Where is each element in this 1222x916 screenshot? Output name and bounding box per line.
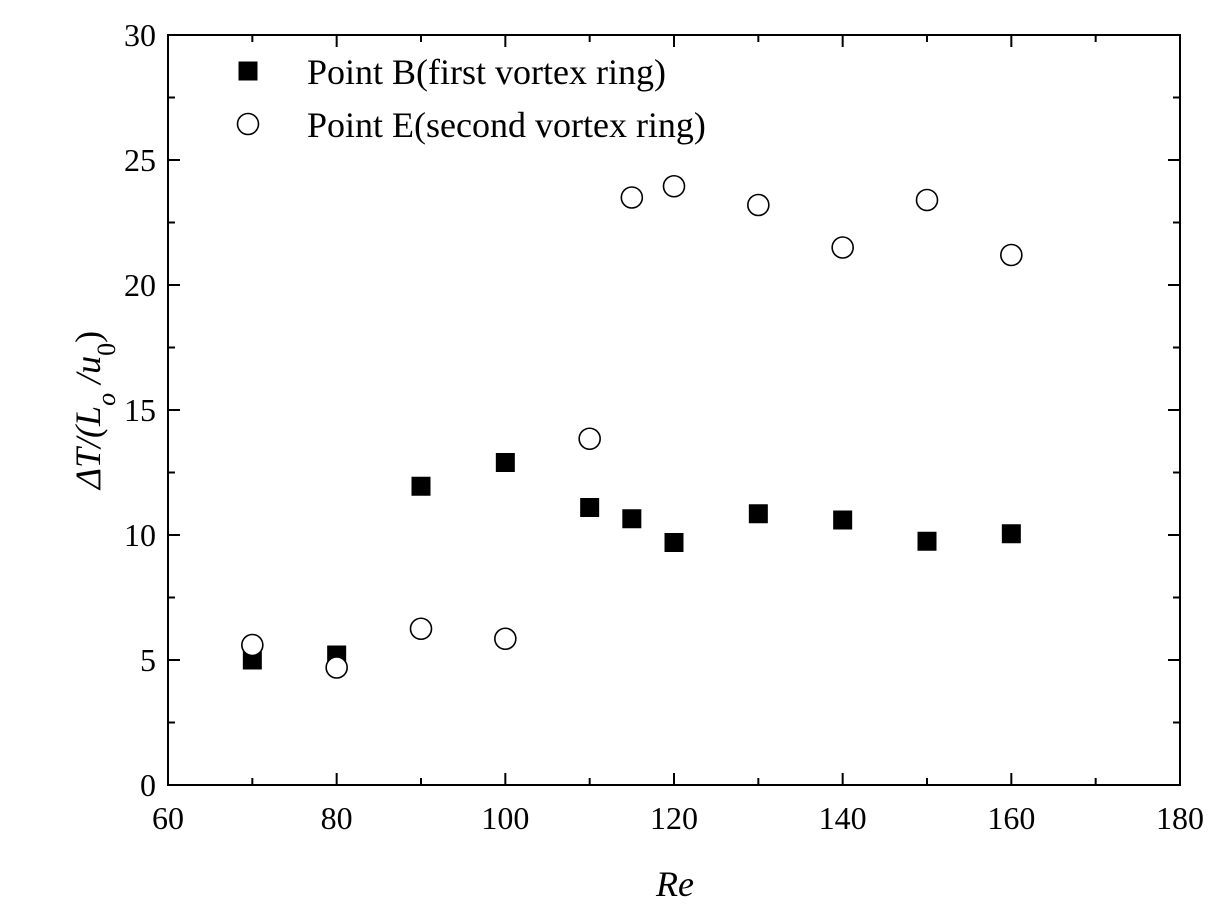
data-point: [1001, 524, 1021, 544]
data-point: [917, 531, 937, 551]
data-point: [578, 427, 601, 451]
y-tick-label: 0: [140, 767, 156, 803]
data-point: [495, 453, 515, 472]
x-tick-label: 160: [987, 800, 1035, 836]
axes: [167, 34, 1181, 786]
legend-marker: [236, 112, 260, 136]
x-tick-label: 120: [650, 800, 698, 836]
series-2: [241, 174, 1023, 679]
x-axis-title: Re: [655, 864, 694, 904]
x-tick-label: 100: [481, 800, 529, 836]
data-point: [622, 509, 642, 529]
data-marks: [241, 174, 1023, 679]
y-tick-label: 20: [124, 267, 156, 303]
legend-label: Point E(second vortex ring): [307, 105, 706, 145]
y-axis-title: ΔT/(Lo /u0): [68, 331, 121, 491]
data-point: [494, 627, 517, 651]
legend-marker: [238, 61, 258, 81]
x-tick-label: 60: [152, 800, 184, 836]
data-point: [915, 188, 939, 212]
y-tick-label: 5: [140, 642, 156, 678]
x-tick-label: 180: [1156, 800, 1204, 836]
series-1: [242, 453, 1021, 670]
data-point: [580, 498, 600, 517]
y-axis-title-sub1: o: [92, 393, 121, 406]
data-point: [664, 533, 684, 552]
ticks: 60 80 100 120 140 160 180 0 5 10 15 20 25 30: [124, 17, 1204, 836]
data-point: [831, 236, 854, 259]
data-point: [662, 174, 686, 198]
y-tick-label: 10: [124, 517, 156, 553]
data-point: [1000, 243, 1023, 267]
data-point: [620, 186, 644, 209]
legend-entry-1: Point B(first vortex ring): [238, 52, 666, 92]
data-point: [747, 193, 770, 217]
data-point: [409, 617, 433, 641]
y-axis-title-suffix: ): [68, 331, 108, 343]
data-point: [241, 633, 264, 657]
y-tick-label: 15: [124, 392, 156, 428]
y-axis-title-prefix: ΔT/(L: [68, 406, 108, 491]
plot-frame: [167, 34, 1181, 786]
legend-label: Point B(first vortex ring): [307, 52, 666, 92]
y-axis-title-mid: /u: [68, 356, 108, 393]
legend: Point B(first vortex ring) Point E(second…: [236, 52, 706, 145]
y-axis-title-sub2: 0: [92, 343, 121, 356]
x-tick-label: 140: [819, 800, 867, 836]
legend-entry-2: Point E(second vortex ring): [236, 105, 706, 145]
data-point: [411, 476, 431, 496]
x-tick-label: 80: [321, 800, 353, 836]
data-point: [833, 510, 853, 530]
data-point: [748, 504, 768, 524]
y-tick-label: 30: [124, 17, 156, 53]
data-point: [325, 656, 348, 679]
y-tick-label: 25: [124, 142, 156, 178]
